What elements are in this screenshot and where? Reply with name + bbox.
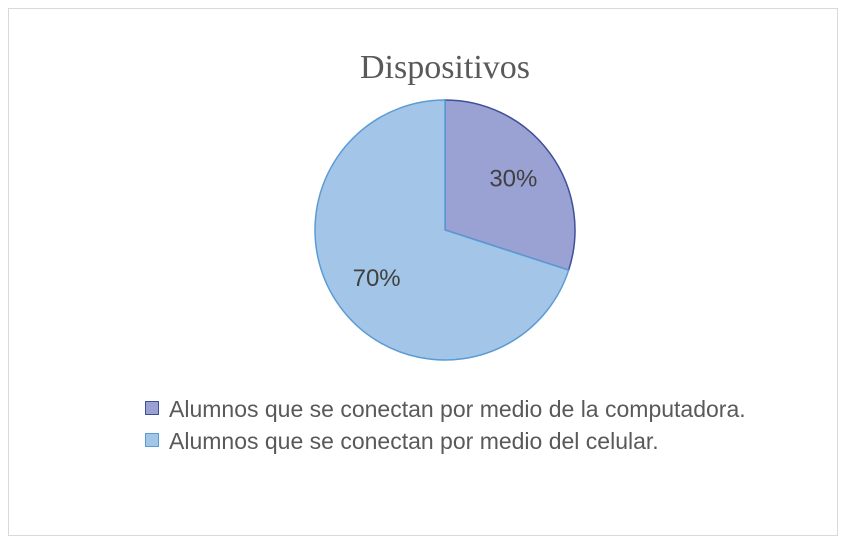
data-label: 70% — [353, 265, 401, 292]
legend-label: Alumnos que se conectan por medio del ce… — [169, 428, 659, 454]
data-label: 30% — [489, 166, 537, 193]
legend: Alumnos que se conectan por medio de la … — [145, 393, 805, 457]
pie-slice — [444, 99, 576, 272]
chart-frame — [8, 8, 838, 536]
legend-label: Alumnos que se conectan por medio de la … — [169, 396, 746, 422]
legend-item: Alumnos que se conectan por medio del ce… — [145, 425, 805, 457]
chart-title: Dispositivos — [360, 49, 530, 86]
legend-item: Alumnos que se conectan por medio de la … — [145, 393, 805, 425]
legend-swatch — [145, 433, 159, 447]
pie-slice — [314, 99, 570, 361]
legend-swatch — [145, 401, 159, 415]
